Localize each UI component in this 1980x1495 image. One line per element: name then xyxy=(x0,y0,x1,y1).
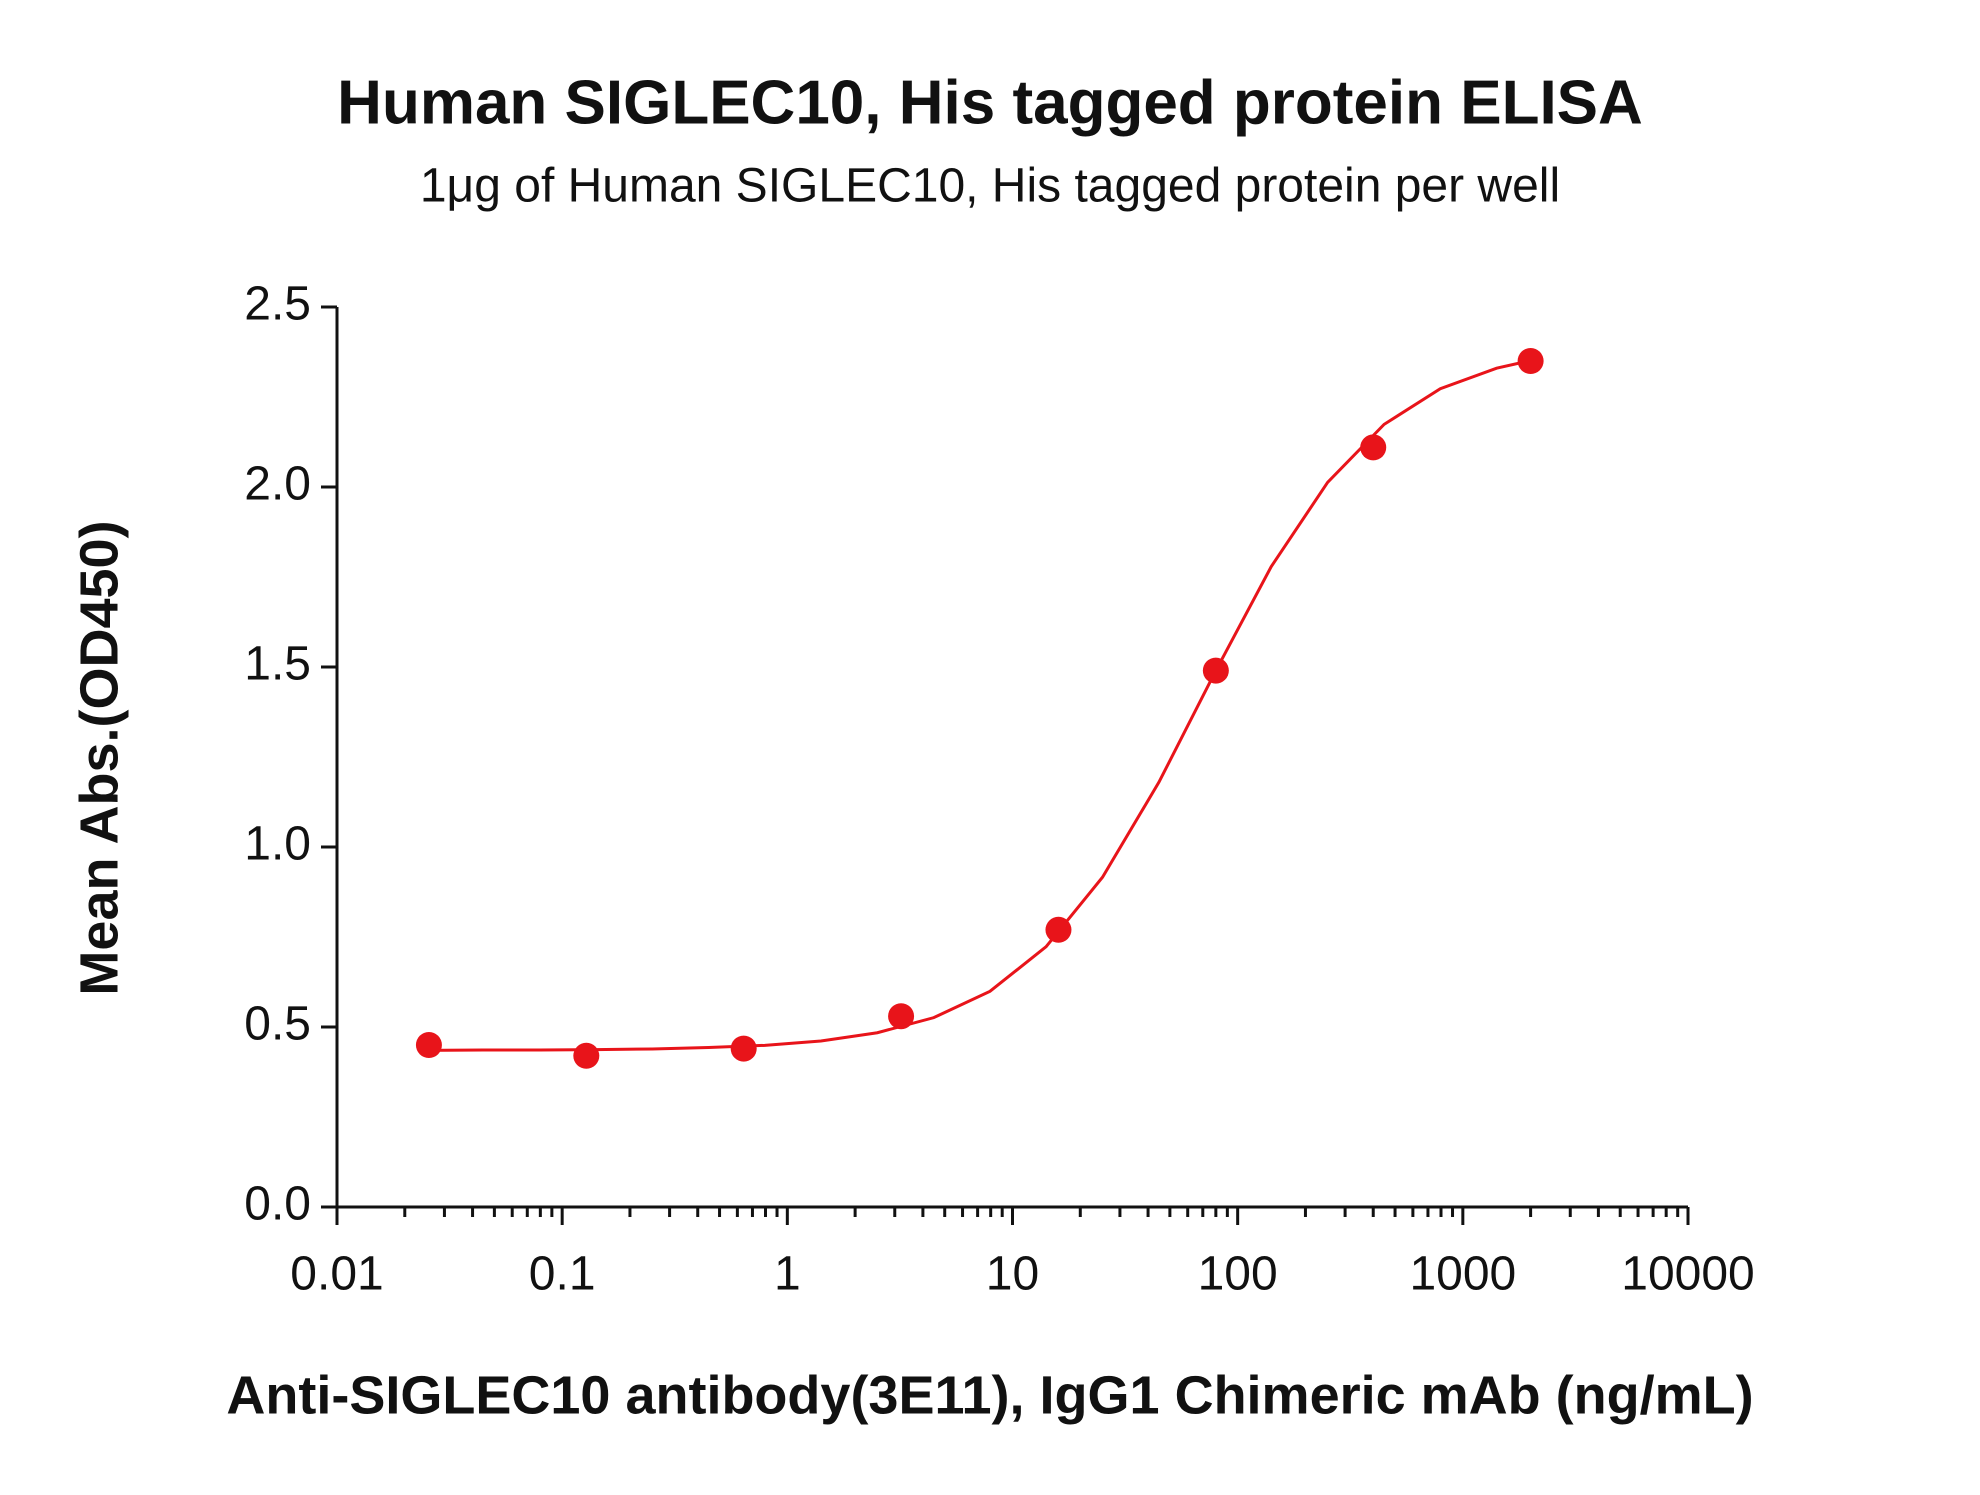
fit-curve xyxy=(426,359,1531,1052)
y-tick-label: 0.0 xyxy=(244,1178,311,1231)
x-tick-label: 1000 xyxy=(1409,1248,1516,1301)
y-tick-label: 0.5 xyxy=(244,998,311,1051)
x-tick-label: 10 xyxy=(986,1248,1039,1301)
y-tick-label: 1.0 xyxy=(244,818,311,871)
chart-subtitle: 1μg of Human SIGLEC10, His tagged protei… xyxy=(420,160,1560,213)
data-point xyxy=(1202,657,1229,684)
data-point xyxy=(730,1035,757,1062)
data-point xyxy=(888,1003,915,1030)
x-tick-label: 10000 xyxy=(1621,1248,1754,1301)
x-tick-label: 0.1 xyxy=(529,1248,596,1301)
data-point xyxy=(1360,434,1387,461)
x-axis-title: Anti-SIGLEC10 antibody(3E11), IgG1 Chime… xyxy=(226,1365,1753,1425)
y-tick-label: 1.5 xyxy=(244,638,311,691)
chart-title: Human SIGLEC10, His tagged protein ELISA xyxy=(337,68,1643,137)
data-point xyxy=(1045,916,1072,943)
data-point xyxy=(1517,348,1544,374)
data-point xyxy=(573,1042,600,1069)
y-tick-label: 2.5 xyxy=(244,278,311,331)
data-point xyxy=(415,1032,442,1058)
x-tick-label: 100 xyxy=(1198,1248,1278,1301)
y-axis-title: Mean Abs.(OD450) xyxy=(69,520,129,995)
y-tick-label: 2.0 xyxy=(244,458,311,511)
x-tick-label: 1 xyxy=(774,1248,801,1301)
x-tick-label: 0.01 xyxy=(290,1248,383,1301)
